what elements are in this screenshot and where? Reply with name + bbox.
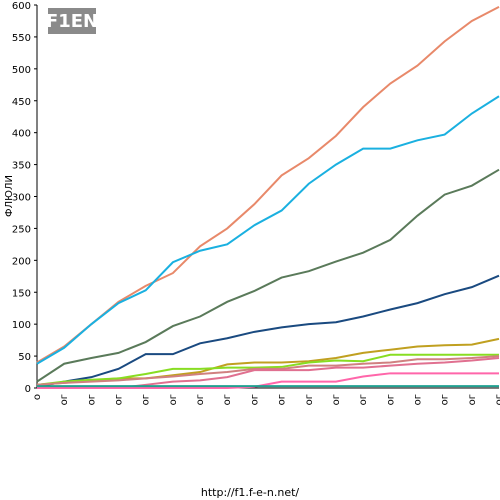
y-tick-label: 350	[12, 161, 31, 172]
x-tick-label: ог	[304, 394, 315, 405]
y-tick-label: 0	[25, 384, 31, 395]
x-tick-label: ог	[358, 394, 369, 405]
footer: http://f1.f-e-n.net/	[201, 486, 300, 499]
y-tick-label: 250	[12, 224, 31, 235]
x-tick-label: ог	[141, 394, 152, 405]
line	[36, 355, 500, 386]
x-tick-label: ог	[168, 394, 179, 405]
x-tick-label: о	[32, 394, 43, 400]
y-tick-label: 400	[12, 129, 31, 140]
y-tick-label: 200	[12, 256, 31, 267]
line	[37, 372, 499, 389]
x-tick-label: ог	[195, 394, 206, 405]
x-tick-label: ог	[440, 394, 451, 405]
line	[36, 353, 499, 386]
logo-bg	[48, 8, 96, 34]
line	[36, 95, 500, 365]
y-tick-label: 300	[12, 193, 31, 204]
x-tick-label: ог	[249, 394, 260, 405]
x-tick-label: ог	[331, 394, 342, 405]
logo: F1EN	[46, 11, 98, 32]
x-tick-label: ог	[494, 394, 500, 405]
y-tick-label: 500	[12, 65, 31, 76]
x-tick-label: ог	[277, 394, 288, 405]
x-tick-label: ог	[86, 394, 97, 405]
line	[36, 274, 500, 388]
line	[36, 168, 500, 383]
x-tick-label: ог	[59, 394, 70, 405]
y-tick-label: 600	[12, 1, 31, 12]
x-tick-label: ог	[385, 394, 396, 405]
x-tick-label: ог	[467, 394, 478, 405]
line	[36, 337, 500, 386]
y-tick-label: 450	[12, 97, 31, 108]
y-tick-label: 100	[12, 320, 31, 331]
x-tick-label: ог	[114, 394, 125, 405]
y-tick-label: 50	[18, 352, 31, 363]
x-tick-label: ог	[222, 394, 233, 405]
x-tick-label: ог	[412, 394, 423, 405]
line	[36, 6, 500, 364]
y-tick-label: 150	[12, 288, 31, 299]
y-tick-label: 550	[12, 33, 31, 44]
y-axis-label: ФЛЮЛИ	[4, 175, 15, 217]
